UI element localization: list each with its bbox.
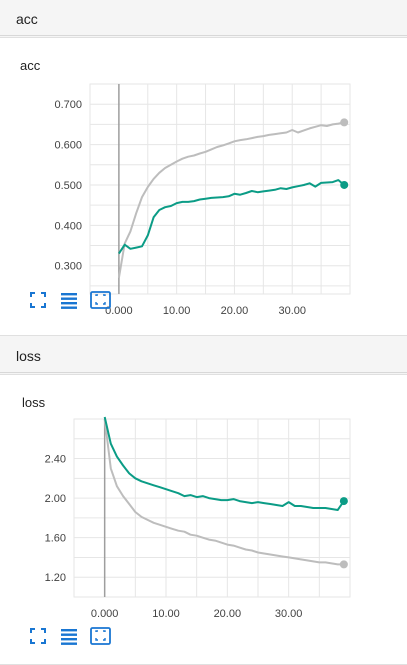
- series-line: [103, 416, 345, 511]
- series-end-point: [340, 118, 349, 127]
- plot-border: [73, 418, 351, 598]
- y-tick-label: 0.600: [54, 140, 82, 152]
- series-end-point: [340, 180, 349, 189]
- loss-chart[interactable]: 1.20 1.60 2.00 2.40 0.000 10.00 20.00 30.00: [0, 375, 407, 635]
- y-tick-label: 0.500: [54, 180, 82, 192]
- x-tick-label: 20.00: [221, 305, 249, 317]
- section-title: loss: [16, 348, 41, 364]
- acc-chart[interactable]: 0.300 0.400 0.500 0.600 0.700 0.000 10.00 20.00…: [0, 38, 407, 317]
- section-header-loss[interactable]: loss: [0, 337, 407, 373]
- y-tick-label: 2.40: [45, 454, 66, 466]
- series-line: [103, 418, 344, 566]
- y-tick-label: 0.400: [54, 220, 82, 232]
- x-tick-label: 0.000: [105, 305, 133, 317]
- x-tick-label: 0.000: [91, 608, 119, 620]
- card-title: acc: [20, 58, 41, 73]
- series-end-point: [339, 497, 348, 506]
- chart-card-loss: loss 1.20 1.60 2.00 2.40 0.000 10.00 20.00 30.0…: [0, 374, 407, 665]
- series-line: [118, 179, 345, 255]
- section-title: acc: [16, 11, 38, 27]
- lines-icon[interactable]: [59, 290, 79, 310]
- chart-card-acc: acc 0.300 0.400 0.500 0.600 0.700 0.000 10.00 2…: [0, 37, 407, 336]
- expand-icon[interactable]: [28, 626, 48, 646]
- section-header-acc[interactable]: acc: [0, 0, 407, 36]
- series-line: [117, 121, 345, 278]
- x-tick-label: 30.00: [275, 608, 303, 620]
- y-tick-label: 1.20: [45, 572, 66, 584]
- x-tick-label: 10.00: [163, 305, 191, 317]
- y-tick-label: 1.60: [45, 533, 66, 545]
- card-title: loss: [22, 395, 46, 410]
- series-end-point: [339, 560, 348, 569]
- y-tick-label: 0.700: [54, 99, 82, 111]
- x-tick-label: 20.00: [214, 608, 242, 620]
- plot-border: [89, 83, 351, 295]
- x-tick-label: 30.00: [278, 305, 306, 317]
- lines-icon[interactable]: [59, 626, 79, 646]
- y-tick-label: 0.300: [54, 261, 82, 273]
- fit-domain-icon[interactable]: [90, 290, 111, 310]
- expand-icon[interactable]: [28, 290, 48, 310]
- x-tick-label: 10.00: [152, 608, 180, 620]
- y-tick-label: 2.00: [45, 493, 66, 505]
- fit-domain-icon[interactable]: [90, 626, 111, 646]
